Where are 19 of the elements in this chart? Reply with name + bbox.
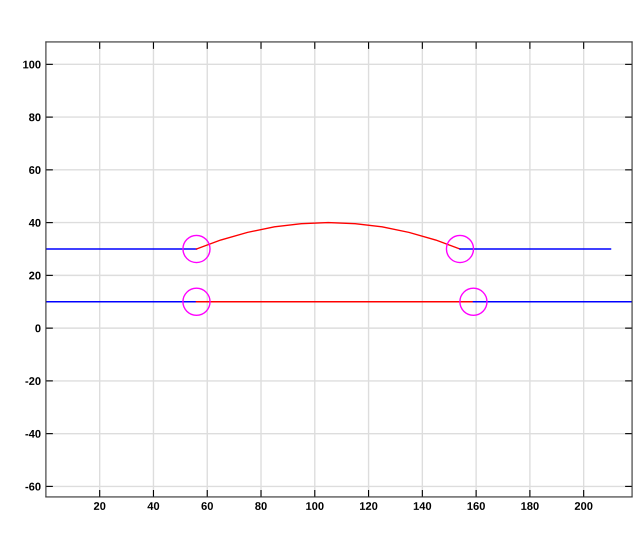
y-tick-label: 60 xyxy=(29,166,41,174)
x-tick-label: 60 xyxy=(201,502,213,510)
y-tick-label: 0 xyxy=(35,324,41,332)
y-tick-label: 80 xyxy=(29,113,41,122)
x-tick-label: 80 xyxy=(255,502,267,510)
x-tick-label: 20 xyxy=(94,502,106,510)
x-tick-label: 180 xyxy=(521,502,539,510)
x-tick-label: 40 xyxy=(147,502,160,510)
y-tick-label: 20 xyxy=(29,272,41,280)
y-tick-label: 40 xyxy=(28,218,41,227)
x-tick-label: 120 xyxy=(360,502,378,510)
y-tick-label: -40 xyxy=(25,430,41,438)
y-tick-label: -60 xyxy=(25,482,41,491)
x-tick-label: 100 xyxy=(306,502,324,510)
y-tick-label: 100 xyxy=(23,60,41,68)
x-tick-label: 160 xyxy=(468,502,485,510)
x-tick-label: 140 xyxy=(414,502,432,510)
x-tick-label: 200 xyxy=(574,502,592,510)
y-tick-label: -20 xyxy=(25,377,41,386)
